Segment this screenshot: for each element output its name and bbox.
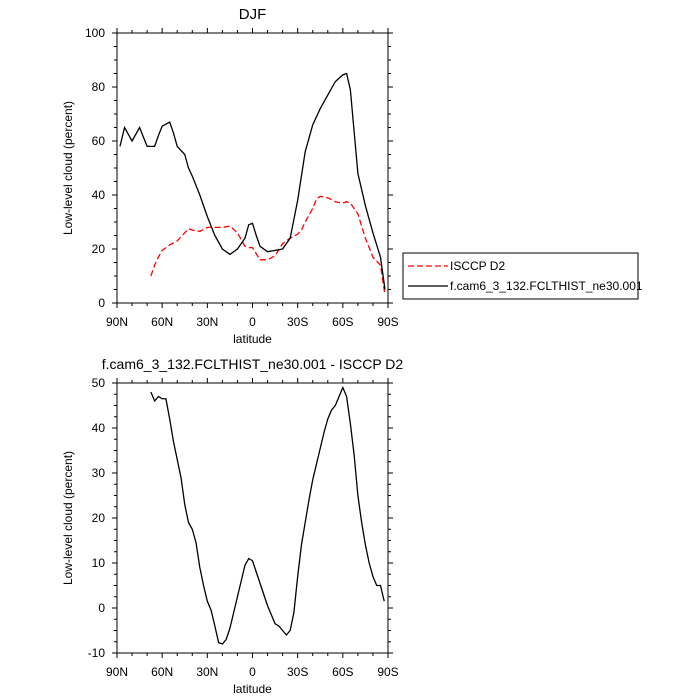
- series-difference-line: [150, 385, 385, 645]
- y-tick-label: 0: [98, 601, 105, 615]
- y-axis-label: Low-level cloud (percent): [61, 101, 75, 235]
- y-tick-label: 0: [98, 296, 105, 310]
- y-tick-label: -10: [88, 646, 106, 660]
- x-tick-label: 30N: [196, 315, 218, 329]
- x-tick-label: 30S: [287, 665, 308, 679]
- x-tick-label: 90S: [377, 665, 398, 679]
- x-tick-label: 60N: [151, 665, 173, 679]
- y-tick-label: 20: [92, 242, 106, 256]
- y-tick-label: 40: [92, 188, 106, 202]
- y-tick-label: 10: [92, 556, 106, 570]
- y-tick-label: 30: [92, 466, 106, 480]
- x-axis-label: latitude: [233, 332, 272, 346]
- y-tick-label: 60: [92, 134, 106, 148]
- y-tick-label: 100: [85, 26, 105, 40]
- legend-label: ISCCP D2: [450, 259, 505, 273]
- y-tick-label: 50: [92, 376, 106, 390]
- y-tick-label: 20: [92, 511, 106, 525]
- plot-frame: [116, 32, 389, 304]
- chart-title: DJF: [239, 6, 267, 23]
- difference-chart: f.cam6_3_132.FCLTHIST_ne30.001 - ISCCP D…: [61, 356, 403, 696]
- y-tick-label: 80: [92, 80, 106, 94]
- y-axis-label: Low-level cloud (percent): [61, 451, 75, 585]
- y-tick-label: 40: [92, 421, 106, 435]
- djf-chart: DJF 90N 60N 30N 0 30S 60S 90S 0 20 40 60 80 100 latitu…: [61, 6, 643, 346]
- series-isccp-line: [150, 195, 386, 295]
- x-tick-label: 30N: [196, 665, 218, 679]
- legend: ISCCP D2 f.cam6_3_132.FCLTHIST_ne30.001: [402, 252, 643, 300]
- x-tick-label: 90N: [106, 665, 128, 679]
- legend-box: [402, 252, 639, 300]
- plot-frame: [116, 382, 389, 654]
- x-tick-label: 90N: [106, 315, 128, 329]
- x-axis-label: latitude: [233, 682, 272, 696]
- chart-title: f.cam6_3_132.FCLTHIST_ne30.001 - ISCCP D…: [102, 356, 404, 372]
- x-tick-label: 60S: [332, 315, 353, 329]
- x-tick-label: 60S: [332, 665, 353, 679]
- x-tick-label: 0: [249, 315, 256, 329]
- x-tick-label: 30S: [287, 315, 308, 329]
- x-tick-label: 0: [249, 665, 256, 679]
- x-tick-label: 90S: [377, 315, 398, 329]
- series-cam6-line: [119, 72, 386, 290]
- legend-label: f.cam6_3_132.FCLTHIST_ne30.001: [450, 279, 643, 293]
- x-tick-label: 60N: [151, 315, 173, 329]
